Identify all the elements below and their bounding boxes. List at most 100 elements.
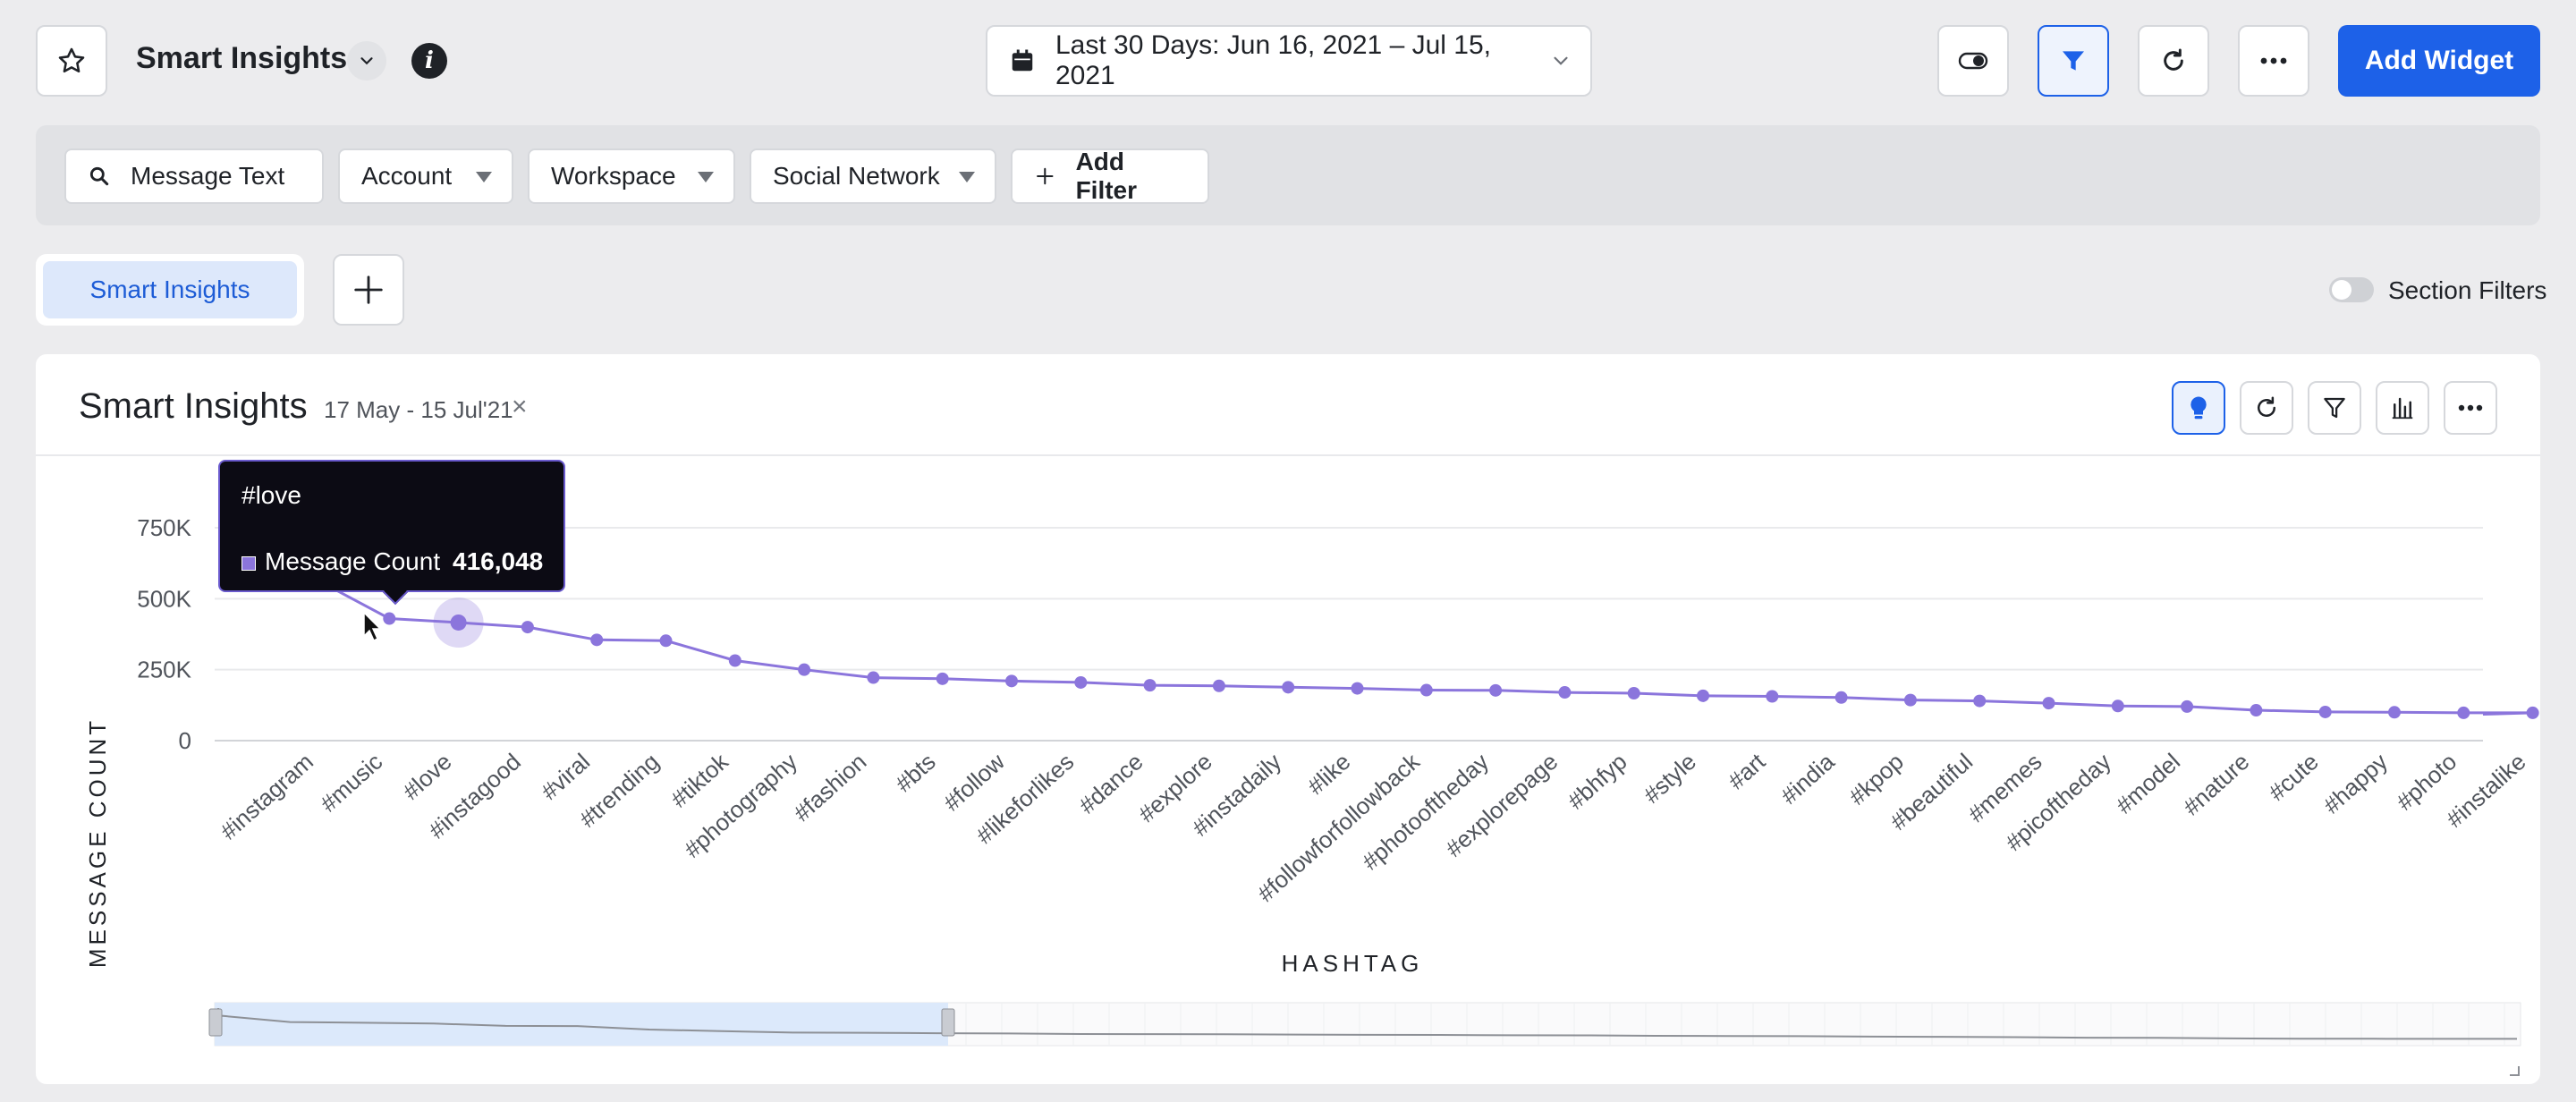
workspace-filter[interactable]: Workspace xyxy=(528,148,735,204)
chart-tooltip: #love Message Count 416,048 xyxy=(218,460,565,606)
date-range-picker[interactable]: Last 30 Days: Jun 16, 2021 – Jul 15, 202… xyxy=(986,25,1592,97)
data-point[interactable] xyxy=(2042,697,2055,710)
y-tick-label: 0 xyxy=(179,727,191,754)
data-point[interactable] xyxy=(2526,706,2539,719)
filter-button[interactable] xyxy=(2038,25,2109,97)
title-dropdown-button[interactable] xyxy=(347,41,386,81)
refresh-icon xyxy=(2164,48,2183,71)
info-icon[interactable]: i xyxy=(411,43,447,79)
theme-toggle-button[interactable] xyxy=(1937,25,2009,97)
data-point[interactable] xyxy=(521,621,534,634)
data-point[interactable] xyxy=(383,612,396,625)
more-options-button[interactable] xyxy=(2238,25,2309,97)
data-point[interactable] xyxy=(936,672,949,685)
data-point[interactable] xyxy=(1143,679,1157,692)
filter-bar: Message Text Account Workspace Social Ne… xyxy=(36,125,2540,225)
close-icon[interactable]: × xyxy=(512,392,528,421)
widget-title: Smart Insights xyxy=(79,386,308,426)
workspace-filter-label: Workspace xyxy=(551,162,676,190)
data-point[interactable] xyxy=(728,654,741,667)
add-tab-button[interactable] xyxy=(333,254,404,326)
caret-down-icon xyxy=(698,172,714,182)
toggle-knob xyxy=(2332,280,2351,300)
data-point[interactable] xyxy=(2388,706,2401,719)
data-point[interactable] xyxy=(1973,694,1987,708)
x-tick-label: #bts xyxy=(890,748,941,797)
date-range-text: Last 30 Days: Jun 16, 2021 – Jul 15, 202… xyxy=(1055,30,1491,90)
data-point[interactable] xyxy=(2181,699,2194,713)
section-filters-label: Section Filters xyxy=(2388,276,2547,304)
add-widget-button[interactable]: Add Widget xyxy=(2338,25,2540,97)
data-point[interactable] xyxy=(2457,706,2470,719)
lightbulb-icon xyxy=(2190,396,2207,420)
data-point[interactable] xyxy=(659,634,673,648)
data-point[interactable] xyxy=(1558,686,1572,699)
data-point[interactable] xyxy=(867,671,880,684)
favorite-button[interactable] xyxy=(36,25,107,97)
range-navigator[interactable] xyxy=(208,1002,2521,1076)
data-point[interactable] xyxy=(1005,674,1018,688)
x-tick-label: #kpop xyxy=(1843,748,1909,810)
navigator-left-handle[interactable] xyxy=(208,1008,223,1037)
widget-filter-button[interactable] xyxy=(2308,381,2361,435)
data-point[interactable] xyxy=(798,663,811,676)
data-point[interactable] xyxy=(2111,699,2124,713)
data-point[interactable] xyxy=(1351,682,1364,695)
data-point[interactable] xyxy=(1903,693,1917,707)
x-tick-label: #like xyxy=(1302,748,1356,800)
add-filter-button[interactable]: Add Filter xyxy=(1011,148,1209,204)
data-point[interactable] xyxy=(1489,683,1503,697)
x-tick-label: #bhfyp xyxy=(1563,748,1632,815)
y-tick-label: 500K xyxy=(137,585,191,612)
add-filter-label: Add Filter xyxy=(1075,148,1138,204)
dashboard-title: Smart Insights xyxy=(136,41,348,75)
star-icon xyxy=(58,47,85,73)
data-point[interactable] xyxy=(1766,690,1779,703)
data-point[interactable] xyxy=(1835,691,1848,704)
message-text-filter-label: Message Text xyxy=(131,162,285,190)
widget-more-button[interactable] xyxy=(2444,381,2497,435)
data-point[interactable] xyxy=(1697,689,1709,702)
search-icon xyxy=(89,166,109,186)
x-tick-label: #model xyxy=(2111,748,2185,818)
data-point[interactable] xyxy=(1282,681,1295,694)
data-point[interactable] xyxy=(1627,687,1640,700)
y-axis-label: MESSAGE COUNT xyxy=(84,717,111,968)
filter-outline-icon xyxy=(2324,397,2345,419)
x-tick-label: #style xyxy=(1638,748,1701,809)
message-text-filter[interactable]: Message Text xyxy=(64,148,324,204)
tooltip-title: #love xyxy=(242,481,301,509)
x-tick-label: #music xyxy=(315,748,387,817)
data-point[interactable] xyxy=(1074,675,1088,689)
account-filter[interactable]: Account xyxy=(338,148,513,204)
refresh-button[interactable] xyxy=(2138,25,2209,97)
widget-date-badge: 17 May - 15 Jul'21 xyxy=(324,396,513,423)
resize-handle-icon[interactable] xyxy=(2510,1066,2520,1076)
chart-type-button[interactable] xyxy=(2376,381,2429,435)
x-tick-label: #india xyxy=(1775,748,1840,810)
insights-button[interactable] xyxy=(2172,381,2225,435)
tab-smart-insights-label: Smart Insights xyxy=(43,261,297,318)
section-filters-toggle[interactable] xyxy=(2329,277,2374,302)
chevron-down-icon xyxy=(360,57,373,65)
x-tick-label: #love xyxy=(397,748,456,805)
navigator-right-handle[interactable] xyxy=(941,1008,955,1037)
mouse-cursor-icon xyxy=(363,611,382,642)
x-tick-label: #nature xyxy=(2178,748,2255,820)
data-point[interactable] xyxy=(2318,705,2332,718)
data-point[interactable] xyxy=(450,614,467,631)
data-point[interactable] xyxy=(2250,704,2263,717)
series-line-message-count xyxy=(273,557,2533,716)
widget-refresh-button[interactable] xyxy=(2240,381,2293,435)
data-point[interactable] xyxy=(1419,683,1433,697)
x-tick-label: #fashion xyxy=(788,748,871,826)
more-horizontal-icon xyxy=(2260,57,2287,64)
data-point[interactable] xyxy=(590,633,604,647)
social-network-filter[interactable]: Social Network xyxy=(750,148,996,204)
y-tick-label: 250K xyxy=(137,657,191,683)
filter-icon xyxy=(2063,51,2084,71)
tab-smart-insights[interactable]: Smart Insights xyxy=(36,254,304,326)
data-point[interactable] xyxy=(1212,679,1225,692)
navigator-selection[interactable] xyxy=(215,1003,948,1046)
